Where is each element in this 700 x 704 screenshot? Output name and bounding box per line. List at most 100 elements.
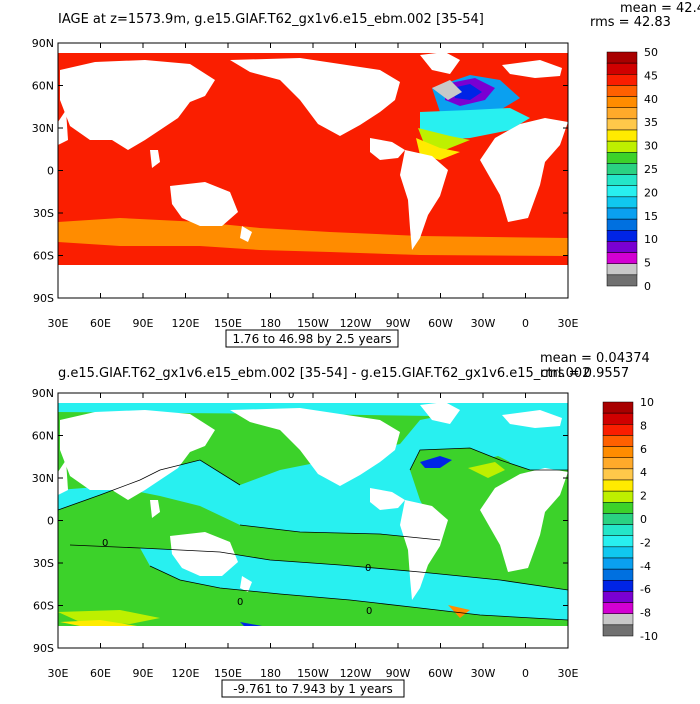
- colorbar-swatch: [602, 457, 634, 470]
- colorbar-swatch: [606, 152, 638, 164]
- colorbar-label: -8: [640, 607, 651, 620]
- lon-label: 30E: [48, 667, 69, 680]
- lat-label: 60S: [33, 600, 54, 613]
- lon-label: 150W: [297, 317, 329, 330]
- colorbar-label: 35: [644, 116, 658, 129]
- colorbar-swatch: [606, 274, 638, 287]
- colorbar-label: 25: [644, 163, 658, 176]
- colorbar-label: 20: [644, 186, 658, 199]
- colorbar-swatch: [602, 435, 634, 447]
- lat-label: 60N: [32, 430, 54, 443]
- colorbar-swatch: [602, 602, 634, 614]
- colorbar-swatch: [606, 107, 638, 120]
- colorbar-swatch: [606, 230, 638, 242]
- lat-label: 60N: [32, 80, 54, 93]
- colorbar-swatch: [602, 468, 634, 481]
- colorbar-label: 4: [640, 466, 647, 479]
- colorbar-swatch: [602, 613, 634, 626]
- colorbar-swatch: [602, 502, 634, 514]
- contour-label: 0: [366, 606, 372, 617]
- lon-label: 120E: [172, 317, 200, 330]
- panel-1-title: IAGE at z=1573.9m, g.e15.GIAF.T62_gx1v6.…: [58, 12, 484, 27]
- lon-label: 150E: [214, 317, 242, 330]
- colorbar-swatch: [606, 174, 638, 186]
- lon-label: 180: [260, 317, 281, 330]
- colorbar-swatch: [606, 96, 638, 108]
- colorbar-label: 10: [640, 396, 654, 409]
- lon-label: 150E: [214, 667, 242, 680]
- lat-label: 30S: [33, 557, 54, 570]
- panel-1-southern-band: [58, 218, 568, 256]
- lat-label: 30N: [32, 122, 54, 135]
- lon-label: 60W: [428, 317, 453, 330]
- colorbar-swatch: [602, 624, 634, 637]
- panel-2: g.e15.GIAF.T62_gx1v6.e15_ebm.002 [35-54]…: [32, 351, 658, 698]
- colorbar-swatch: [606, 185, 638, 198]
- lon-label: 30W: [471, 667, 496, 680]
- colorbar-swatch: [606, 207, 638, 220]
- lon-label: 60W: [428, 667, 453, 680]
- colorbar-label: 0: [644, 280, 651, 293]
- colorbar-swatch: [602, 580, 634, 592]
- panel-2-range-note: -9.761 to 7.943 by 1 years: [233, 682, 393, 696]
- colorbar-swatch: [602, 412, 634, 425]
- lat-label: 90S: [33, 292, 54, 305]
- colorbar-swatch: [606, 218, 638, 231]
- contour-label: 0: [102, 538, 108, 549]
- colorbar-swatch: [602, 546, 634, 559]
- panel-1-map: [58, 43, 568, 298]
- colorbar-swatch: [606, 74, 638, 86]
- colorbar-swatch: [606, 118, 638, 131]
- colorbar-label: 45: [644, 69, 658, 82]
- colorbar-swatch: [606, 263, 638, 276]
- colorbar-label: 5: [644, 257, 651, 270]
- lon-label: 30E: [48, 317, 69, 330]
- panel-2-rms: rms = 0.9557: [540, 366, 629, 381]
- lon-label: 90W: [386, 317, 411, 330]
- lat-label: 90S: [33, 642, 54, 655]
- panel-1-land: [58, 43, 568, 298]
- contour-label: 0: [288, 390, 294, 401]
- contour-label: 0: [365, 563, 371, 574]
- panel-2-lon-axis: 30E 60E 90E 120E 150E 180 150W 120W 90W 60W 30W 0 30…: [48, 393, 579, 680]
- colorbar-swatch: [606, 129, 638, 142]
- colorbar-swatch: [606, 196, 638, 209]
- lon-label: 120E: [172, 667, 200, 680]
- colorbar-swatch: [602, 568, 634, 581]
- panel-1: IAGE at z=1573.9m, g.e15.GIAF.T62_gx1v6.…: [32, 1, 700, 348]
- lon-label: 90E: [133, 317, 154, 330]
- colorbar-label: -6: [640, 583, 651, 596]
- lon-label: 30W: [471, 317, 496, 330]
- panel-1-rms: rms = 42.83: [590, 15, 671, 30]
- lon-label: 0: [522, 317, 529, 330]
- lat-label: 0: [47, 165, 54, 178]
- colorbar-swatch: [606, 252, 638, 264]
- colorbar-swatch: [606, 51, 638, 64]
- colorbar-label: 40: [644, 93, 658, 106]
- lon-label: 30E: [558, 317, 579, 330]
- panel-1-lon-axis: 30E 60E 90E 120E 150E 180 150W 120W 90W 60W 30W 0 30…: [48, 43, 579, 330]
- panel-2-map: 0 0 0 0 0: [58, 390, 568, 648]
- colorbar-swatch: [602, 524, 634, 536]
- colorbar-label: 6: [640, 443, 647, 456]
- lon-label: 180: [260, 667, 281, 680]
- colorbar-swatch: [602, 424, 634, 436]
- colorbar-swatch: [606, 163, 638, 175]
- colorbar-swatch: [602, 591, 634, 603]
- panel-2-mean: mean = 0.04374: [540, 351, 650, 366]
- colorbar-swatch: [602, 446, 634, 458]
- lon-label: 0: [522, 667, 529, 680]
- colorbar-swatch: [602, 535, 634, 548]
- lon-label: 150W: [297, 667, 329, 680]
- colorbar-label: 50: [644, 46, 658, 59]
- lon-label: 120W: [340, 667, 372, 680]
- colorbar-label: -2: [640, 536, 651, 549]
- colorbar-label: 2: [640, 490, 647, 503]
- panel-1-mean: mean = 42.48: [620, 1, 700, 16]
- colorbar-label: -4: [640, 560, 651, 573]
- panel-1-range-note: 1.76 to 46.98 by 2.5 years: [232, 332, 391, 346]
- colorbar-swatch: [606, 62, 638, 75]
